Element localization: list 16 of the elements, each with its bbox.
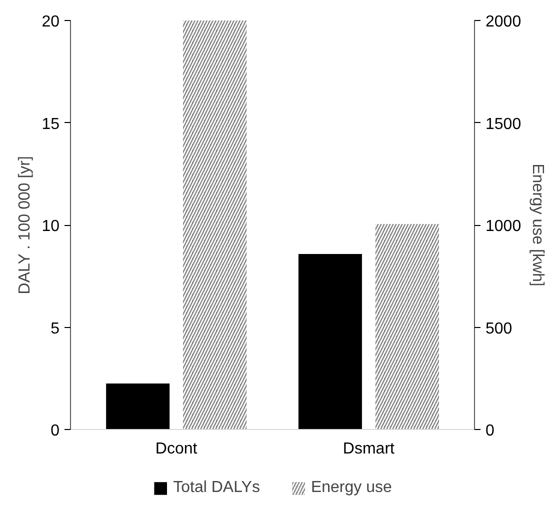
- y-axis-title: DALY . 100 000 [yr]: [16, 156, 34, 294]
- y-tick-label: 20: [42, 14, 60, 30]
- y-tick-label: 0: [50, 422, 60, 440]
- y2-axis-title: Energy use [kwh]: [529, 164, 546, 286]
- y-tick-label: 15: [42, 116, 60, 133]
- y2-tick-label: 2000: [486, 14, 522, 30]
- y2-tick-label: 1000: [486, 218, 522, 235]
- y2-tick-label: 1500: [486, 116, 522, 133]
- y2-tick-label: 0: [486, 422, 494, 440]
- x-tick-label: Dcont: [155, 440, 198, 458]
- x-tick-label: Dsmart: [342, 440, 396, 458]
- y2-tick-label: 500: [486, 320, 512, 338]
- y-tick-label: 10: [42, 218, 60, 235]
- legend-label: Total DALYs: [173, 479, 260, 497]
- legend-label: Energy use: [310, 479, 392, 497]
- y-tick-label: 5: [50, 320, 60, 338]
